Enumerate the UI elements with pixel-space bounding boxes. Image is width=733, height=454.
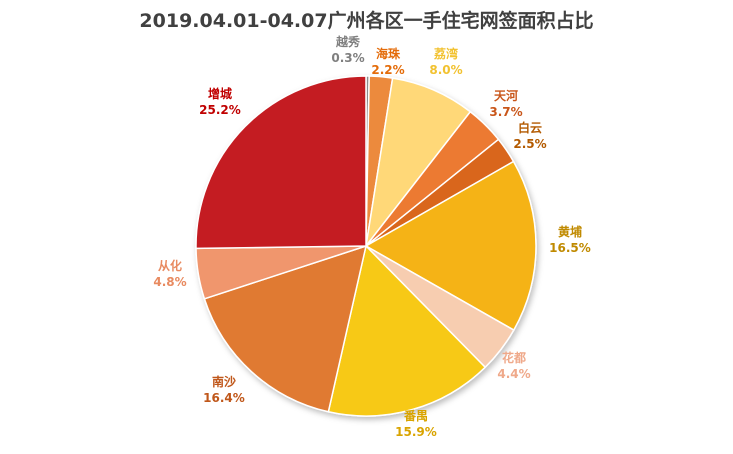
pie-slice-8: [327, 244, 487, 417]
slice-label-percent: 8.0%: [429, 63, 462, 77]
slice-label-name: 白云: [518, 120, 542, 135]
slice-label-name: 从化: [158, 258, 182, 273]
slice-label-percent: 2.5%: [513, 137, 546, 151]
slice-label-name: 荔湾: [433, 46, 458, 61]
slice-label-percent: 16.5%: [549, 241, 591, 255]
slice-label-name: 黄埔: [558, 224, 582, 239]
pie-slice-9: [203, 244, 368, 413]
pie-slice-6: [364, 160, 537, 332]
slice-label-percent: 0.3%: [331, 51, 364, 65]
slice-label-percent: 3.7%: [489, 105, 522, 119]
slice-label-percent: 4.8%: [153, 275, 186, 289]
chart-title: 2019.04.01-04.07广州各区一手住宅网签面积占比: [139, 10, 594, 32]
slice-label-percent: 25.2%: [199, 103, 241, 117]
slice-label-name: 增城: [208, 86, 232, 101]
slice-label-name: 番禺: [403, 408, 428, 423]
slice-label-percent: 4.4%: [497, 367, 530, 381]
slice-label-name: 花都: [502, 350, 526, 365]
pie-slice-11: [195, 75, 367, 250]
slice-label-percent: 2.2%: [371, 63, 404, 77]
slice-label-percent: 15.9%: [395, 425, 437, 439]
slice-label-percent: 16.4%: [203, 391, 245, 405]
slice-label-name: 南沙: [212, 374, 236, 389]
slice-label-name: 海珠: [376, 46, 401, 61]
slice-label-name: 越秀: [335, 34, 361, 49]
slice-label-name: 天河: [494, 88, 518, 103]
